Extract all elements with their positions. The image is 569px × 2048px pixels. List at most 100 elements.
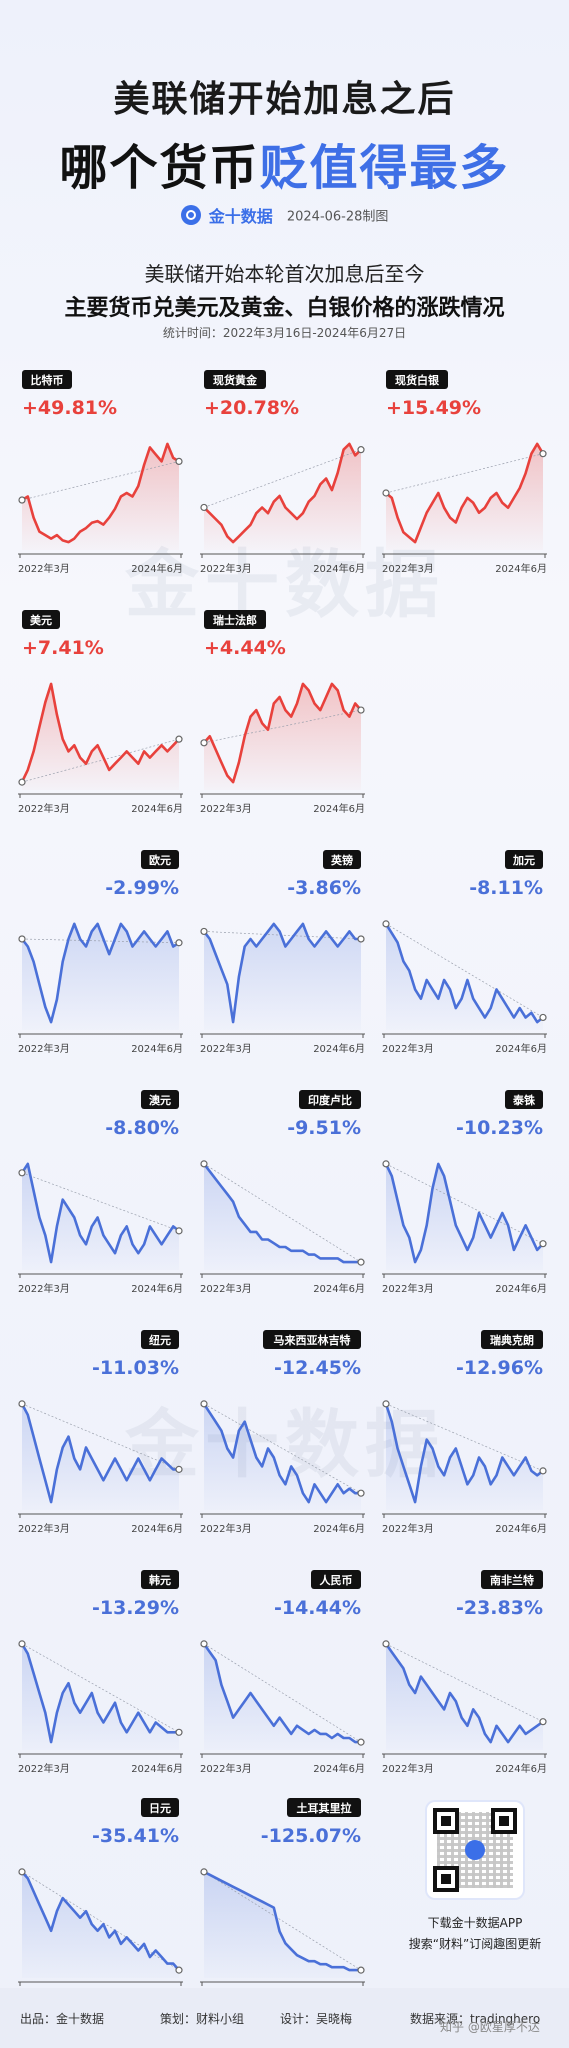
end-point: [175, 1728, 183, 1736]
series-name: 马来西亚林吉特: [274, 1333, 351, 1347]
x-tick-label: 2022年3月: [18, 1522, 70, 1535]
x-tick-label: 2024年6月: [495, 1522, 547, 1535]
start-point: [200, 927, 208, 936]
x-tick-label: 2022年3月: [382, 1522, 434, 1535]
footer-data-source: 数据来源：tradinghero: [410, 2012, 541, 2026]
mini-chart: 纽元 -11.03% 2022年3月 2024年6月: [18, 1330, 183, 1535]
series-line: [384, 922, 545, 1024]
end-point: [357, 706, 365, 714]
stat-period: 统计时间：2022年3月16日-2024年6月27日: [162, 326, 407, 340]
download-line1: 下载金十数据APP: [427, 1916, 523, 1930]
start-point: [382, 1160, 390, 1168]
series-change: -12.96%: [456, 1357, 543, 1379]
start-point: [200, 1160, 208, 1168]
series-area: [386, 443, 543, 550]
series-area: [22, 1871, 179, 1978]
trend-line: [21, 461, 180, 501]
series-change: +7.41%: [22, 637, 104, 659]
series-area: [204, 1871, 361, 1978]
end-point: [357, 1738, 365, 1746]
x-tick-label: 2024年6月: [131, 1522, 183, 1535]
series-area: [204, 683, 361, 790]
series-line: [202, 1402, 363, 1504]
mini-chart: 比特币 +49.81% 2022年3月 2024年6月: [18, 370, 183, 575]
series-name: 欧元: [149, 853, 171, 867]
series-tag: [505, 850, 543, 869]
series-area: [22, 1403, 179, 1510]
mini-chart: 加元 -8.11% 2022年3月 2024年6月: [382, 850, 547, 1055]
start-point: [200, 503, 208, 512]
x-tick-label: 2022年3月: [200, 562, 252, 575]
series-area: [204, 443, 361, 550]
series-change: -8.11%: [469, 877, 543, 899]
end-point: [539, 1013, 547, 1022]
series-name: 英镑: [330, 853, 353, 867]
x-tick-label: 2024年6月: [313, 1522, 365, 1535]
end-point: [357, 1258, 365, 1266]
series-name: 美元: [30, 613, 52, 627]
start-point: [200, 1640, 208, 1648]
series-change: -23.83%: [456, 1597, 543, 1619]
zhihu-watermark: 知乎 @欧星厚不达: [440, 2020, 540, 2034]
series-change: -8.80%: [105, 1117, 179, 1139]
series-name: 现货白银: [395, 373, 440, 387]
x-tick-label: 2024年6月: [495, 1042, 547, 1055]
series-name: 南非兰特: [490, 1573, 534, 1587]
qr-code-icon[interactable]: [427, 1802, 523, 1898]
x-tick-label: 2024年6月: [131, 1282, 183, 1295]
series-line: [20, 922, 181, 1024]
trend-line: [203, 709, 362, 744]
x-tick-label: 2022年3月: [18, 802, 70, 815]
series-tag: [323, 850, 361, 869]
x-tick-label: 2022年3月: [18, 1282, 70, 1295]
series-name: 日元: [149, 1802, 171, 1815]
x-tick-label: 2022年3月: [200, 1762, 252, 1775]
trend-line: [385, 1163, 544, 1245]
series-area: [204, 923, 361, 1030]
series-name: 澳元: [149, 1093, 171, 1107]
footer-design: 设计：吴晓梅: [280, 2012, 353, 2026]
start-point: [18, 1640, 26, 1648]
start-point: [200, 1400, 208, 1408]
series-tag: [141, 1798, 179, 1817]
x-tick-label: 2022年3月: [200, 802, 252, 815]
start-point: [18, 496, 26, 504]
series-tag: [204, 610, 266, 629]
series-change: -35.41%: [92, 1825, 179, 1847]
x-tick-label: 2022年3月: [382, 1282, 434, 1295]
mini-chart: 泰铢 -10.23% 2022年3月 2024年6月: [382, 1090, 547, 1295]
series-name: 印度卢比: [308, 1093, 352, 1107]
x-tick-label: 2024年6月: [495, 562, 547, 575]
mini-chart: 现货黄金 +20.78% 2022年3月 2024年6月: [200, 370, 365, 575]
series-line: [202, 442, 363, 544]
start-point: [200, 1868, 208, 1876]
end-point: [175, 1465, 183, 1473]
series-tag: [141, 1090, 179, 1109]
start-point: [382, 489, 390, 497]
series-tag: [481, 1570, 543, 1589]
mini-chart: 澳元 -8.80% 2022年3月 2024年6月: [18, 1090, 183, 1295]
chart-date: 2024-06-28制图: [286, 209, 389, 225]
x-tick-label: 2024年6月: [313, 562, 365, 575]
series-line: [202, 922, 363, 1024]
series-area: [204, 1163, 361, 1270]
qr-finder-icon: [433, 1866, 459, 1892]
series-change: -14.44%: [274, 1597, 361, 1619]
series-area: [386, 1643, 543, 1750]
end-point: [357, 1966, 365, 1974]
series-area: [22, 443, 179, 550]
title-line1: 美联储开始加息之后: [113, 79, 456, 120]
series-area: [386, 1163, 543, 1270]
trend-line: [203, 1871, 362, 1971]
trend-line: [385, 453, 544, 494]
qr-finder-icon: [433, 1808, 459, 1834]
subtitle-1: 美联储开始本轮首次加息后至今: [144, 262, 425, 286]
series-tag: [141, 850, 179, 869]
series-change: +49.81%: [22, 397, 117, 419]
end-point: [357, 1489, 365, 1497]
series-change: +20.78%: [204, 397, 299, 419]
trend-line: [21, 1403, 180, 1470]
trend-line: [203, 1163, 362, 1263]
trend-line: [21, 1172, 180, 1232]
series-area: [386, 1403, 543, 1510]
